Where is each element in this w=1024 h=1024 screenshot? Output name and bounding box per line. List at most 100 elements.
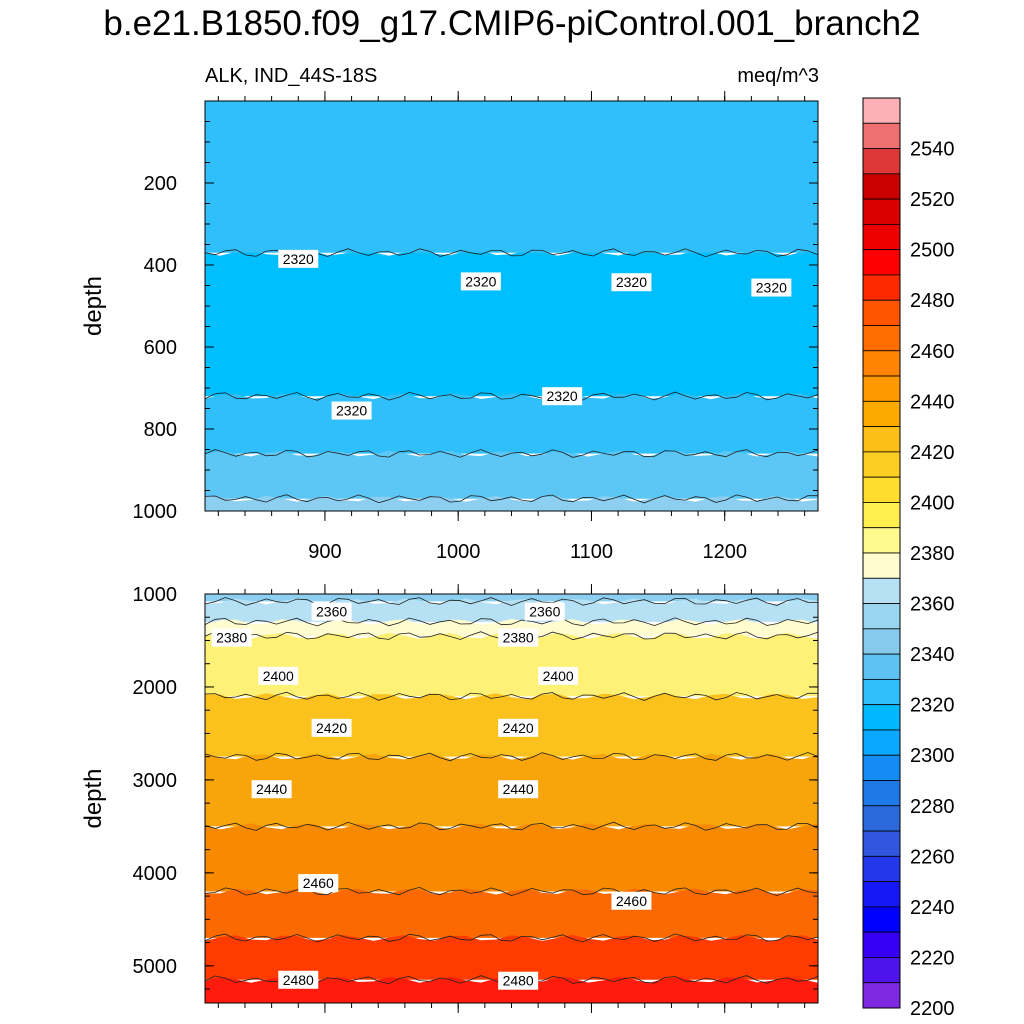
contour-label-box [211,628,252,647]
y-axis-label: depth [80,276,107,336]
y-tick-label: 800 [144,419,177,441]
colorbar-label: 2540 [910,139,955,161]
contour-label-text: 2380 [503,630,534,646]
colorbar-swatch [862,274,901,301]
contour-label: 2320 [611,273,652,292]
x-tick-label: 1100 [570,541,613,563]
colorbar-swatch [862,148,901,175]
y-tick-label: 600 [144,337,177,359]
colorbar-swatch [862,603,901,630]
contour-band [205,934,818,980]
colorbar-swatch [862,830,901,857]
colorbar-swatch [862,400,901,428]
colorbar-swatch [862,754,901,781]
contour-label-box [611,273,652,292]
contour-label-text: 2440 [256,781,287,797]
colorbar-label: 2460 [910,341,955,363]
contour-line [204,391,819,401]
contour-label: 2420 [311,718,352,737]
contour-label-text: 2400 [543,668,574,684]
contour-label: 2400 [258,666,299,685]
colorbar-swatch [862,325,901,352]
colorbar-swatch [862,350,901,377]
colorbar-label: 2380 [910,543,955,565]
contour-label-text: 2460 [303,875,334,891]
contour-label: 2420 [498,718,539,737]
colorbar-swatch [862,704,901,731]
y-tick-label: 400 [144,255,177,277]
contour-band [205,976,818,1003]
contour-label-text: 2320 [547,388,578,404]
colorbar-swatch [862,577,901,604]
colorbar-swatch [862,451,901,478]
contour-label-text: 2420 [503,720,534,736]
colorbar-swatch [862,881,901,908]
contour-label-text: 2480 [283,972,314,988]
contour-band [205,823,818,892]
colorbar-swatch [862,982,901,1009]
contour-label-box [751,278,792,297]
lower-panel: 2360 2360 2380 2380 2400 2400 2420 2420 2440 2440… [80,584,819,1013]
colorbar-swatch [862,855,901,883]
colorbar-swatch [862,527,901,554]
contour-label: 2360 [311,602,352,621]
contour-label-text: 2400 [263,668,294,684]
contour-label-box [498,971,539,990]
contour-label-text: 2360 [529,604,560,620]
colorbar-label: 2300 [910,745,955,767]
contour-label-text: 2440 [503,781,534,797]
upper-panel: 2320 2320 2320 2320 2320 2320 200 400 600 800 1000… [80,91,819,563]
colorbar-swatch [862,122,901,149]
colorbar-label: 2260 [910,846,955,868]
contour-band [205,632,818,697]
y-tick-label: 5000 [133,956,178,978]
contour-label-text: 2320 [616,274,647,290]
contour-label: 2320 [331,401,372,420]
contour-band [205,495,818,511]
contour-label: 2360 [524,602,565,621]
contour-label-text: 2320 [283,251,314,267]
contour-line [204,821,819,831]
contour-line [204,933,819,943]
colorbar-swatch [862,628,901,655]
contour-label: 2320 [460,272,501,291]
colorbar-swatch [862,198,901,225]
contour-label-box [460,272,501,291]
colorbar-label: 2400 [910,492,955,514]
contour-label-box [498,628,539,647]
colorbar-label: 2440 [910,391,955,413]
colorbar-swatch [862,805,901,832]
colorbar-swatch [862,375,901,402]
chart-title: b.e21.B1850.f09_g17.CMIP6-piControl.001_… [103,4,921,43]
contour-label: 2440 [251,780,292,799]
contour-label-box [538,666,579,685]
contour-label-box [298,874,339,893]
colorbar-label: 2280 [910,796,955,818]
colorbar-label: 2420 [910,442,955,464]
y-tick-label: 1000 [133,501,178,523]
chart-subtitle-units: meq/m^3 [737,65,819,87]
contour-band [205,598,818,622]
colorbar-label: 2480 [910,290,955,312]
colorbar-label: 2360 [910,594,955,616]
contour-label-box [498,780,539,799]
chart-subtitle-variable: ALK, IND_44S-18S [205,65,378,87]
contour-label: 2480 [278,970,319,989]
colorbar-swatch [862,729,901,756]
contour-label: 2320 [751,278,792,297]
contour-label-text: 2460 [616,893,647,909]
y-tick-label: 4000 [133,863,178,885]
colorbar-swatch [862,678,901,706]
colorbar-swatch [862,957,901,984]
colorbar-label: 2340 [910,644,955,666]
y-tick-label: 3000 [133,770,178,792]
contour-label: 2440 [498,780,539,799]
contour-line [204,597,819,606]
colorbar-swatch [862,173,901,200]
colorbar-label: 2500 [910,240,955,262]
colorbar-swatch [862,502,901,529]
colorbar-swatch [862,426,901,453]
colorbar-frame [862,97,901,1009]
x-tick-label: 1200 [702,541,747,563]
